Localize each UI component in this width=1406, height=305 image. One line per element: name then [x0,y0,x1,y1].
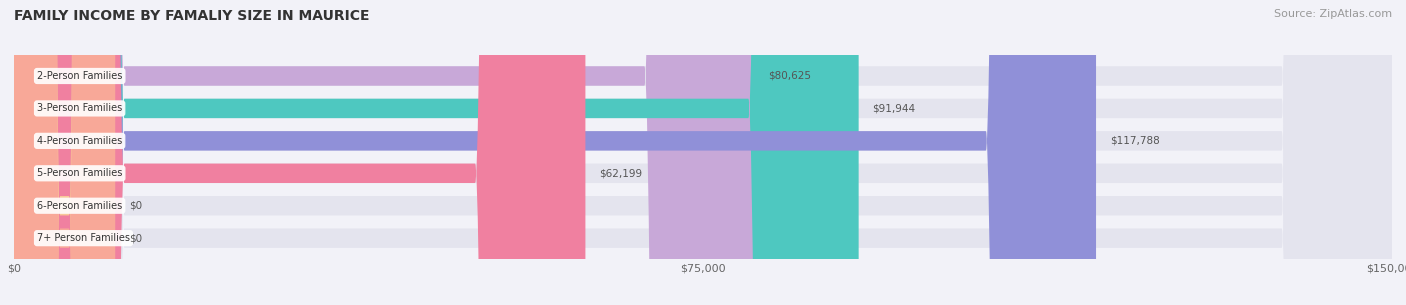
Text: FAMILY INCOME BY FAMALIY SIZE IN MAURICE: FAMILY INCOME BY FAMALIY SIZE IN MAURICE [14,9,370,23]
FancyBboxPatch shape [14,0,1392,305]
Text: Source: ZipAtlas.com: Source: ZipAtlas.com [1274,9,1392,19]
Text: $91,944: $91,944 [873,103,915,113]
FancyBboxPatch shape [14,0,585,305]
Text: 3-Person Families: 3-Person Families [37,103,122,113]
Text: $0: $0 [129,233,142,243]
FancyBboxPatch shape [14,0,1392,305]
FancyBboxPatch shape [14,0,859,305]
Text: 2-Person Families: 2-Person Families [37,71,122,81]
Text: $117,788: $117,788 [1109,136,1160,146]
FancyBboxPatch shape [14,0,1392,305]
Text: $62,199: $62,199 [599,168,643,178]
Text: 5-Person Families: 5-Person Families [37,168,122,178]
Text: 6-Person Families: 6-Person Families [37,201,122,211]
FancyBboxPatch shape [14,0,755,305]
FancyBboxPatch shape [14,0,1097,305]
Text: 4-Person Families: 4-Person Families [37,136,122,146]
Text: $80,625: $80,625 [769,71,811,81]
FancyBboxPatch shape [14,0,115,305]
Text: 7+ Person Families: 7+ Person Families [37,233,129,243]
FancyBboxPatch shape [14,0,1392,305]
Text: $0: $0 [129,201,142,211]
FancyBboxPatch shape [14,0,1392,305]
FancyBboxPatch shape [14,0,115,305]
FancyBboxPatch shape [14,0,1392,305]
